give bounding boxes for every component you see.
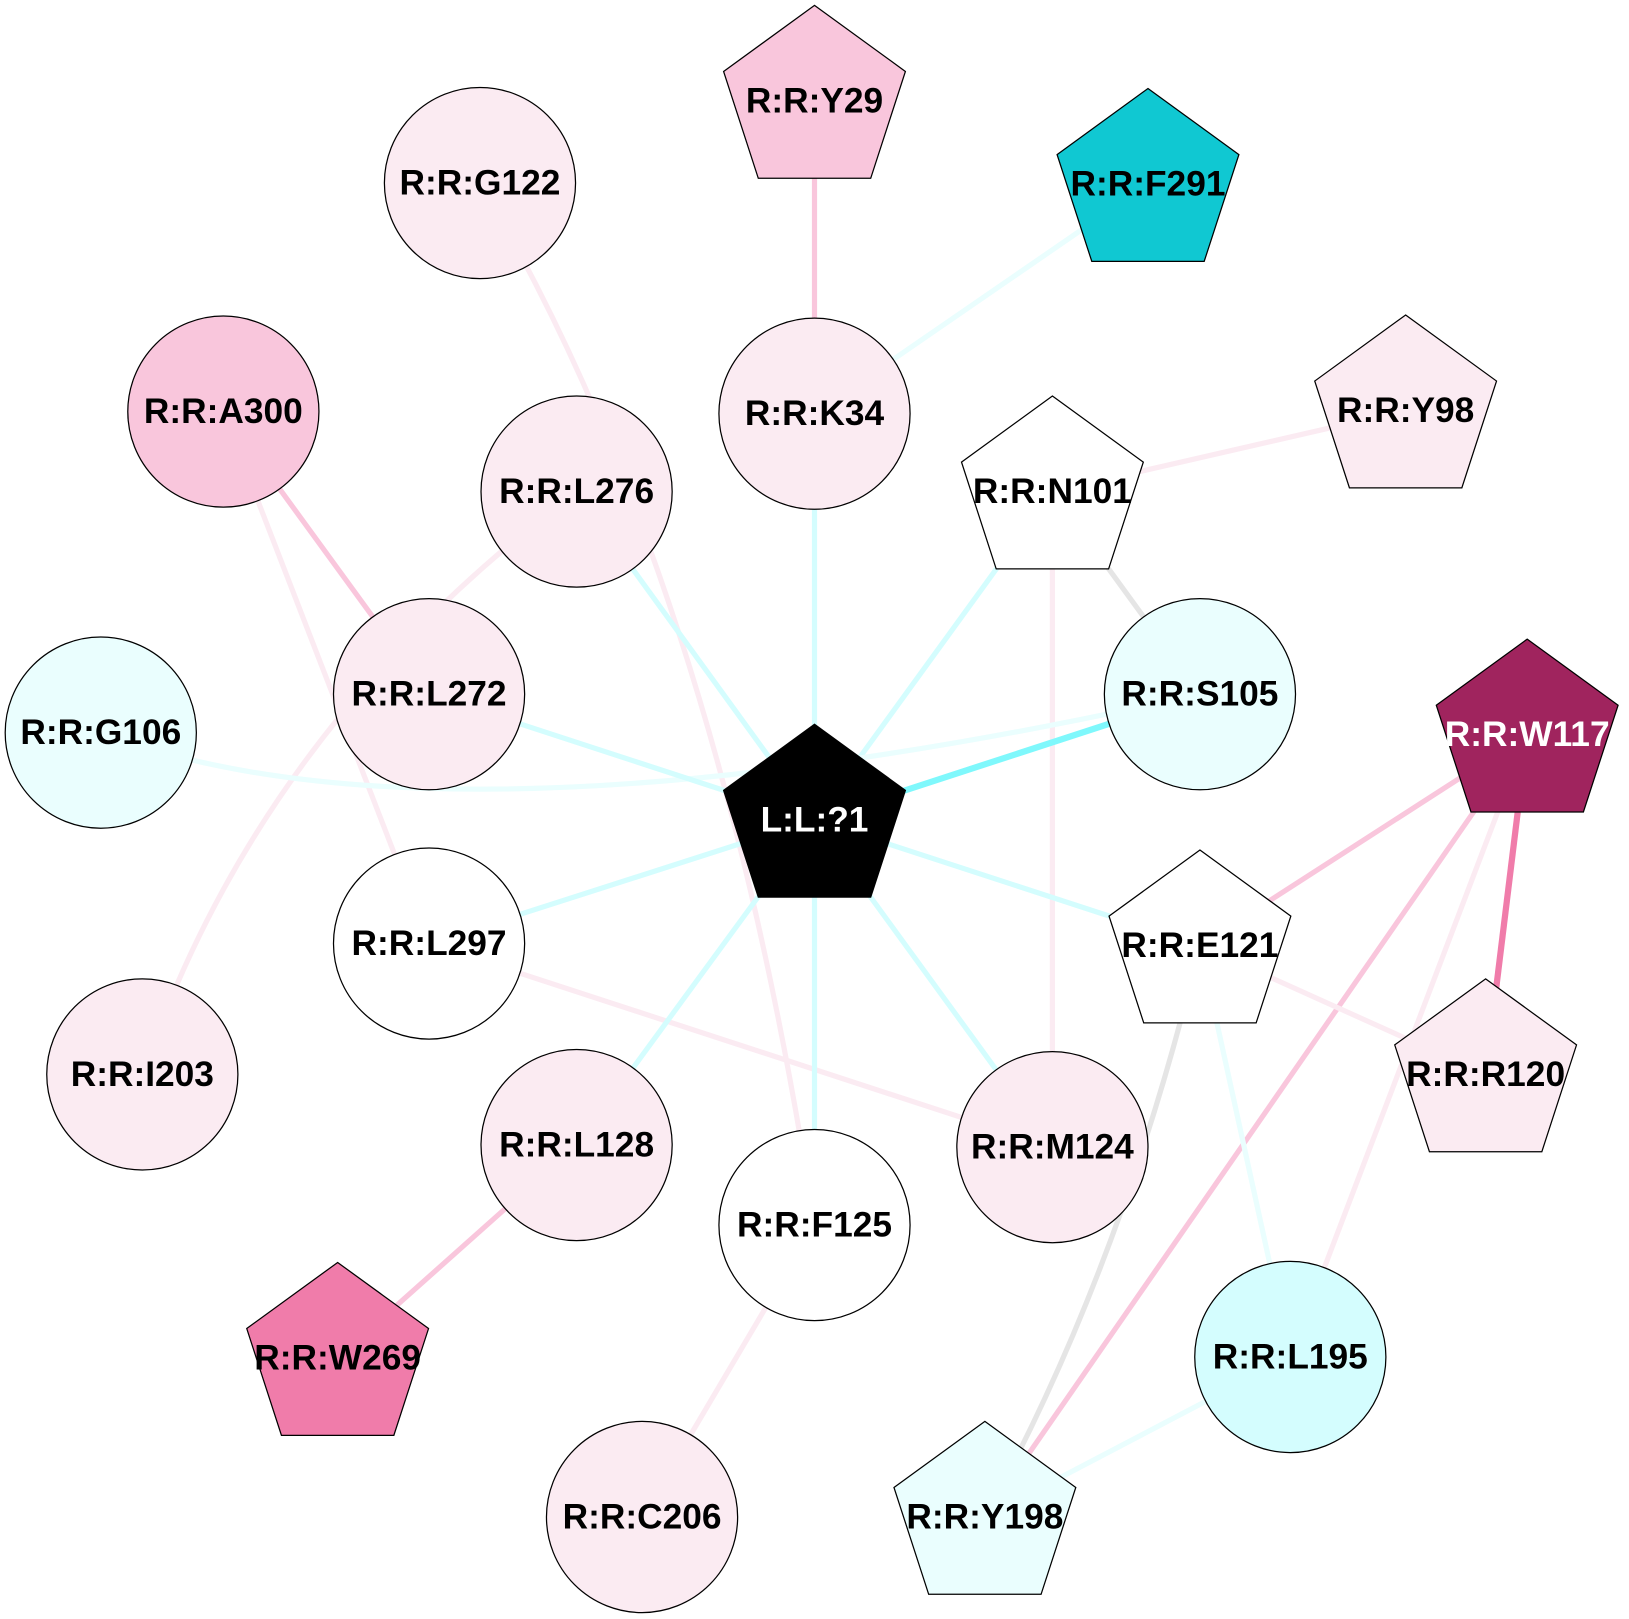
node-label: R:R:L297 [352,924,507,963]
circle-shape [956,1050,1149,1244]
circle-shape [1194,1260,1387,1454]
edge-e121-y198 [982,944,1203,1519]
pentagon-shape [1056,87,1240,262]
circle-shape [718,1128,911,1322]
edge-l276-i203 [139,489,579,1076]
node-i203[interactable]: R:R:I203 [46,978,239,1171]
edge-g106-s105 [99,691,1201,792]
circle-shape [127,315,320,508]
pentagon-shape [1108,849,1292,1024]
node-w117[interactable]: R:R:W117 [1435,638,1619,813]
node-label: R:R:G122 [400,164,561,203]
node-w269[interactable]: R:R:W269 [246,1261,430,1436]
pentagon-shape [722,4,907,179]
node-label: R:R:M124 [971,1128,1134,1167]
pentagon-shape [722,723,907,898]
node-g106[interactable]: R:R:G106 [4,636,197,829]
circle-shape [480,395,673,588]
edge-l297-m124 [428,941,1054,1150]
node-label: R:R:Y198 [906,1497,1063,1536]
node-y29[interactable]: R:R:Y29 [722,4,907,179]
circle-shape [46,978,239,1171]
node-k34[interactable]: R:R:K34 [718,317,911,510]
node-e121[interactable]: R:R:E121 [1108,849,1292,1024]
node-label: R:R:C206 [563,1497,722,1536]
node-c206[interactable]: R:R:C206 [545,1420,739,1614]
node-label: R:R:F125 [737,1206,892,1245]
node-label: R:R:W117 [1445,715,1610,754]
node-label: R:R:K34 [745,394,885,433]
circle-shape [480,1048,673,1242]
circle-shape [332,597,526,791]
node-g122[interactable]: R:R:G122 [383,86,577,280]
pentagon-shape [1313,314,1498,489]
node-a300[interactable]: R:R:A300 [127,315,320,508]
node-f291[interactable]: R:R:F291 [1056,87,1240,262]
node-label: R:R:L128 [499,1126,654,1165]
circle-shape [718,317,911,510]
node-r120[interactable]: R:R:R120 [1393,978,1578,1153]
pentagon-shape [893,1420,1077,1595]
node-label: R:R:Y29 [746,81,883,120]
edge-w117-y198 [982,733,1530,1519]
circle-shape [332,847,526,1040]
node-lig[interactable]: L:L:?1 [722,723,907,898]
node-f125[interactable]: R:R:F125 [718,1128,911,1322]
node-y98[interactable]: R:R:Y98 [1313,314,1498,489]
circle-shape [383,86,577,280]
edge-g122-f125 [477,181,818,1226]
node-l276[interactable]: R:R:L276 [480,395,673,588]
node-n101[interactable]: R:R:N101 [960,395,1145,570]
node-s105[interactable]: R:R:S105 [1103,597,1297,791]
pentagon-shape [1393,978,1578,1153]
node-label: R:R:L195 [1213,1338,1368,1377]
pentagon-shape [246,1261,430,1436]
node-label: R:R:R120 [1406,1055,1565,1094]
circle-shape [1103,597,1297,791]
node-l297[interactable]: R:R:L297 [332,847,526,1040]
node-label: R:R:L272 [352,675,507,714]
node-label: R:R:S105 [1121,675,1278,714]
circle-shape [545,1420,739,1614]
pentagon-shape [960,395,1145,570]
node-label: R:R:F291 [1070,165,1225,204]
node-label: R:R:G106 [20,713,181,752]
node-label: R:R:N101 [973,472,1132,511]
node-label: R:R:E121 [1121,926,1278,965]
node-label: R:R:W269 [254,1339,421,1378]
circle-shape [4,636,197,829]
node-m124[interactable]: R:R:M124 [956,1050,1149,1244]
node-l128[interactable]: R:R:L128 [480,1048,673,1242]
node-label: L:L:?1 [761,800,869,839]
node-label: R:R:I203 [71,1055,214,1094]
node-label: R:R:A300 [144,392,303,431]
node-y198[interactable]: R:R:Y198 [893,1420,1077,1595]
node-l272[interactable]: R:R:L272 [332,597,526,791]
nodes-layer: R:R:Y29 R:R:G122 R:R:F291 R:R:A300 R:R:K34 R:… [4,4,1619,1614]
node-label: R:R:Y98 [1337,391,1474,430]
node-label: R:R:L276 [499,472,654,511]
pentagon-shape [1435,638,1619,813]
node-l195[interactable]: R:R:L195 [1194,1260,1387,1454]
